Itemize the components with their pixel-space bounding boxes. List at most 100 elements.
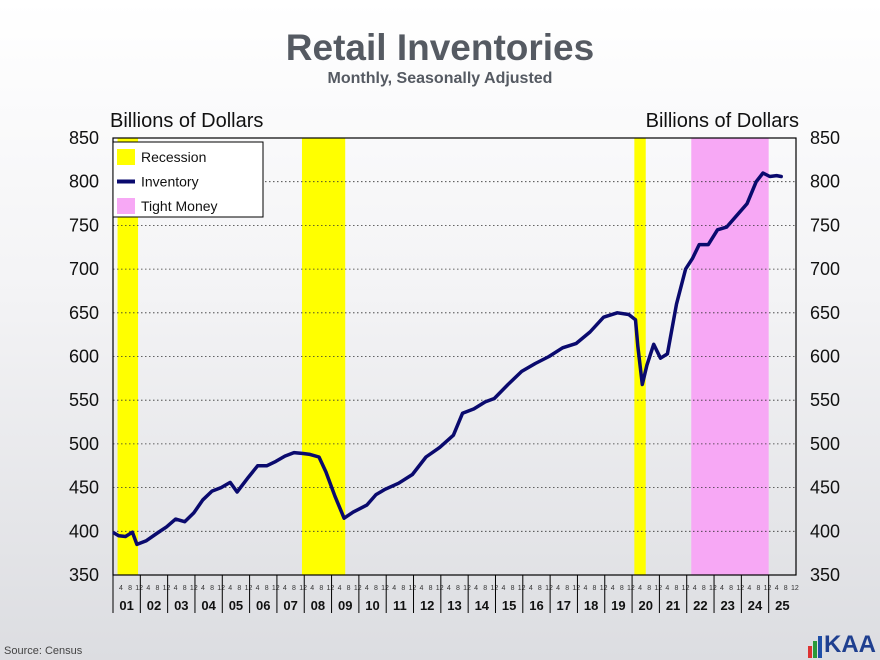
y-tick-label-left: 850 (69, 128, 99, 148)
x-month-label: 12 (736, 585, 744, 592)
x-month-label: 8 (265, 585, 269, 592)
x-year-label: 23 (720, 598, 734, 613)
x-year-label: 05 (229, 598, 243, 613)
x-month-label: 12 (572, 585, 580, 592)
x-month-label: 12 (627, 585, 635, 592)
y-tick-label-right: 400 (810, 521, 840, 541)
x-month-label: 12 (545, 585, 553, 592)
x-month-label: 12 (791, 585, 799, 592)
chart-title: Retail Inventories (285, 27, 595, 68)
recession-band (117, 138, 139, 575)
x-month-label: 8 (729, 585, 733, 592)
x-month-label: 8 (784, 585, 788, 592)
x-month-label: 12 (272, 585, 280, 592)
x-month-label: 4 (174, 585, 178, 592)
x-month-label: 12 (518, 585, 526, 592)
x-month-label: 4 (611, 585, 615, 592)
x-month-label: 12 (217, 585, 225, 592)
x-year-label: 24 (748, 598, 763, 613)
x-month-label: 8 (183, 585, 187, 592)
kaa-logo: KAA (808, 631, 876, 658)
x-month-label: 12 (463, 585, 471, 592)
x-month-label: 4 (119, 585, 123, 592)
x-month-label: 12 (709, 585, 717, 592)
y-tick-label-left: 650 (69, 303, 99, 323)
gridlines (113, 181, 796, 532)
x-year-label: 04 (201, 598, 216, 613)
y-tick-label-right: 850 (810, 128, 840, 148)
x-month-label: 8 (374, 585, 378, 592)
x-month-label: 12 (682, 585, 690, 592)
x-month-label: 8 (702, 585, 706, 592)
x-month-label: 8 (756, 585, 760, 592)
y-tick-label-right: 650 (810, 303, 840, 323)
x-month-label: 4 (338, 585, 342, 592)
x-year-label: 25 (775, 598, 789, 613)
x-month-label: 8 (565, 585, 569, 592)
legend: Recession Inventory Tight Money (112, 141, 264, 218)
x-month-label: 12 (163, 585, 171, 592)
plot-frame (112, 137, 797, 576)
y-tick-label-left: 450 (69, 478, 99, 498)
x-year-label: 15 (502, 598, 516, 613)
y-tick-label-right: 750 (810, 215, 840, 235)
x-year-label: 10 (365, 598, 379, 613)
logo-text: KAA (824, 631, 876, 658)
x-year-label: 11 (393, 598, 407, 613)
x-month-label: 4 (474, 585, 478, 592)
legend-box (112, 141, 264, 218)
x-year-label: 14 (475, 598, 490, 613)
legend-label: Recession (141, 149, 206, 165)
x-month-label: 4 (501, 585, 505, 592)
source-note: Source: Census (4, 645, 83, 657)
x-month-label: 12 (245, 585, 253, 592)
x-month-label: 4 (228, 585, 232, 592)
x-year-label: 13 (447, 598, 461, 613)
x-month-label: 12 (600, 585, 608, 592)
x-month-label: 12 (490, 585, 498, 592)
x-month-label: 8 (155, 585, 159, 592)
x-month-label: 12 (299, 585, 307, 592)
x-month-label: 8 (319, 585, 323, 592)
x-month-label: 4 (392, 585, 396, 592)
y-axis-label-left: Billions of Dollars (110, 110, 264, 132)
x-month-label: 4 (529, 585, 533, 592)
x-month-label: 8 (538, 585, 542, 592)
logo-bar-green (813, 641, 817, 658)
x-year-label: 18 (584, 598, 598, 613)
y-tick-label-right: 600 (810, 347, 840, 367)
x-year-label: 03 (174, 598, 188, 613)
x-month-label: 8 (675, 585, 679, 592)
x-year-label: 02 (147, 598, 161, 613)
x-month-label: 12 (381, 585, 389, 592)
x-month-label: 8 (210, 585, 214, 592)
x-month-label: 4 (420, 585, 424, 592)
y-tick-label-left: 350 (69, 565, 99, 585)
x-month-label: 8 (347, 585, 351, 592)
x-year-label: 22 (693, 598, 707, 613)
x-month-label: 4 (775, 585, 779, 592)
x-year-label: 06 (256, 598, 270, 613)
x-year-label: 12 (420, 598, 434, 613)
inventory-line (112, 171, 783, 547)
y-tick-label-left: 700 (69, 259, 99, 279)
x-month-label: 12 (135, 585, 143, 592)
x-month-label: 8 (456, 585, 460, 592)
y-tick-label-left: 600 (69, 347, 99, 367)
y-tick-label-right: 350 (810, 565, 840, 585)
x-month-label: 4 (583, 585, 587, 592)
x-year-label: 20 (639, 598, 653, 613)
x-month-label: 12 (190, 585, 198, 592)
inventory-series (112, 171, 783, 547)
x-year-label: 01 (119, 598, 133, 613)
x-month-label: 8 (593, 585, 597, 592)
y-tick-label-right: 550 (810, 390, 840, 410)
x-month-label: 4 (447, 585, 451, 592)
x-month-label: 8 (647, 585, 651, 592)
y-tick-label-left: 500 (69, 434, 99, 454)
x-year-label: 17 (557, 598, 571, 613)
x-month-label: 4 (283, 585, 287, 592)
x-month-label: 4 (365, 585, 369, 592)
